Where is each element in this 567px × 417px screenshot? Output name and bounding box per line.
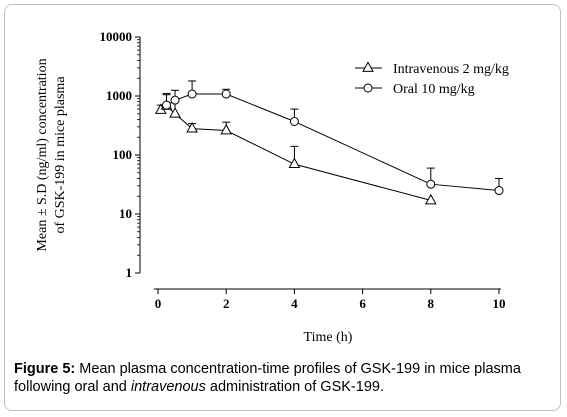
legend-marker	[363, 83, 373, 93]
caption-label: Figure 5:	[14, 361, 76, 377]
series-layer	[154, 80, 504, 205]
data-point	[221, 89, 231, 99]
figure-frame	[4, 4, 561, 411]
y-tick-label: 1000	[106, 88, 132, 103]
legend: Intravenous 2 mg/kg Oral 10 mg/kg	[355, 61, 509, 97]
data-point	[187, 89, 197, 99]
y-tick-label: 1	[126, 265, 133, 280]
legend-entry: Intravenous 2 mg/kg	[355, 61, 509, 77]
x-tick-label: 6	[359, 296, 366, 311]
x-tick-label: 4	[291, 296, 298, 311]
y-axis-label-line2: of GSK-199 in mice plasma	[53, 76, 68, 234]
x-tick-label: 0	[155, 296, 162, 311]
x-axis-label: Time (h)	[304, 330, 353, 345]
data-point	[162, 100, 172, 110]
legend-marker	[362, 61, 374, 72]
axes: 1 10 100 1000 10000 0 2 4 6 8 10	[100, 29, 506, 311]
y-axis-label-line1: Mean ± S.D (ng/ml) concentration	[35, 58, 50, 251]
y-tick-label: 10000	[100, 29, 133, 44]
y-tick-label: 100	[113, 147, 133, 162]
data-point	[289, 116, 299, 126]
legend-label: Oral 10 mg/kg	[393, 82, 475, 97]
figure-caption: Figure 5: Mean plasma concentration-time…	[14, 360, 559, 396]
series-intravenous	[154, 94, 437, 205]
series-oral	[162, 80, 504, 196]
data-point	[424, 193, 437, 205]
caption-italic-text: intravenous	[130, 379, 206, 395]
series-line	[166, 93, 500, 192]
legend-label: Intravenous 2 mg/kg	[393, 62, 509, 77]
data-point	[494, 186, 504, 196]
data-point	[288, 157, 301, 169]
data-point	[170, 95, 180, 105]
data-point	[426, 179, 436, 189]
x-tick-label: 10	[493, 296, 506, 311]
data-point	[169, 107, 181, 118]
caption-text-before: Mean plasma concentration-time profiles …	[14, 361, 521, 395]
x-tick-label: 2	[223, 296, 230, 311]
caption-text-after: administration of GSK-199.	[205, 379, 384, 395]
legend-entry: Oral 10 mg/kg	[355, 82, 475, 97]
data-point	[220, 123, 233, 135]
y-tick-label: 10	[119, 206, 132, 221]
x-tick-label: 8	[428, 296, 435, 311]
concentration-time-chart: 1 10 100 1000 10000 0 2 4 6 8 10 Intravenous 2 mg/…	[35, 29, 509, 345]
data-point	[186, 122, 198, 133]
